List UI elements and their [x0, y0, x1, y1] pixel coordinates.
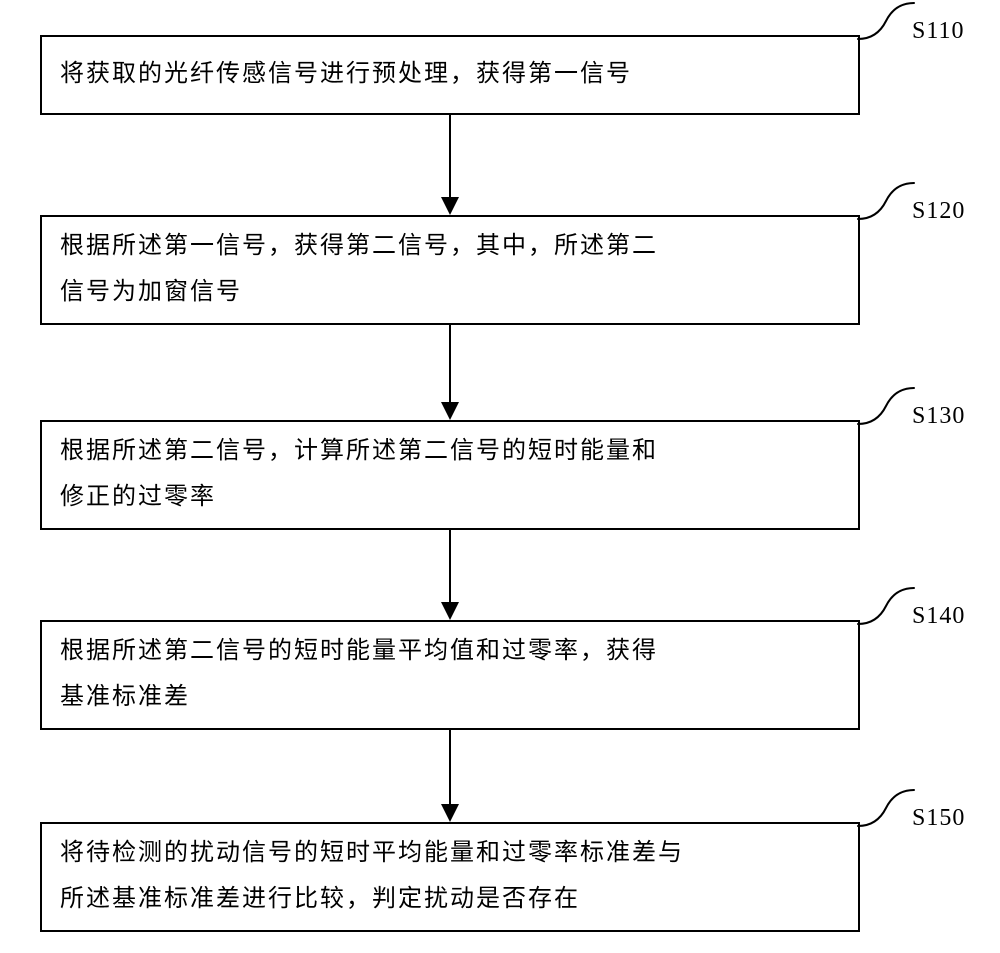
arrow-head-icon — [441, 197, 459, 215]
step-label-s130: S130 — [912, 403, 965, 430]
step-text: 将获取的光纤传感信号进行预处理，获得第一信号 — [60, 52, 632, 98]
arrow-line — [449, 115, 451, 197]
step-label-s150: S150 — [912, 805, 965, 832]
step-label-s110: S110 — [912, 18, 964, 45]
step-box-s110: 将获取的光纤传感信号进行预处理，获得第一信号 — [40, 35, 860, 115]
step-text: 根据所述第二信号的短时能量平均值和过零率，获得 基准标准差 — [60, 629, 658, 720]
step-text: 根据所述第二信号，计算所述第二信号的短时能量和 修正的过零率 — [60, 429, 658, 520]
step-label-s140: S140 — [912, 603, 965, 630]
arrow-line — [449, 530, 451, 602]
arrow-line — [449, 325, 451, 402]
arrow-line — [449, 730, 451, 804]
step-box-s140: 根据所述第二信号的短时能量平均值和过零率，获得 基准标准差 — [40, 620, 860, 730]
step-box-s130: 根据所述第二信号，计算所述第二信号的短时能量和 修正的过零率 — [40, 420, 860, 530]
arrow-head-icon — [441, 602, 459, 620]
arrow-head-icon — [441, 402, 459, 420]
step-text: 根据所述第一信号，获得第二信号，其中，所述第二 信号为加窗信号 — [60, 224, 658, 315]
arrow-head-icon — [441, 804, 459, 822]
step-text: 将待检测的扰动信号的短时平均能量和过零率标准差与 所述基准标准差进行比较，判定扰… — [60, 831, 684, 922]
flowchart-canvas: 将获取的光纤传感信号进行预处理，获得第一信号 S110 根据所述第一信号，获得第二… — [0, 0, 1000, 953]
step-box-s150: 将待检测的扰动信号的短时平均能量和过零率标准差与 所述基准标准差进行比较，判定扰… — [40, 822, 860, 932]
step-label-s120: S120 — [912, 198, 965, 225]
step-box-s120: 根据所述第一信号，获得第二信号，其中，所述第二 信号为加窗信号 — [40, 215, 860, 325]
